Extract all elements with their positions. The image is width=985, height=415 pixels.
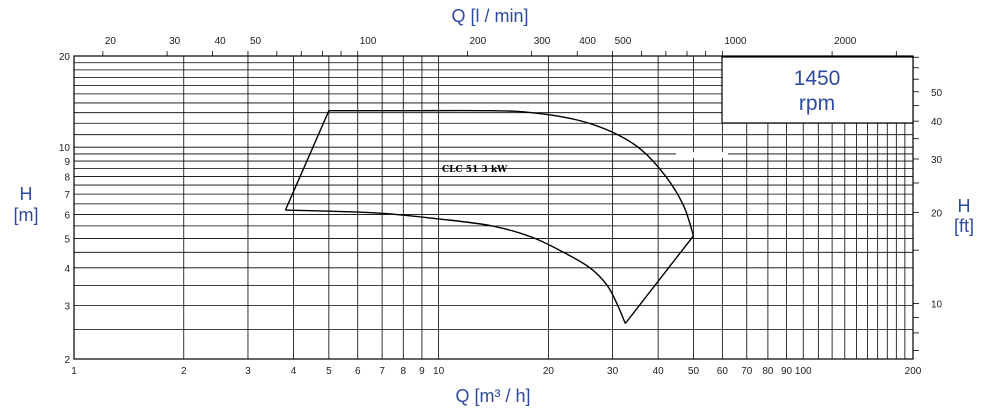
y-left-tick-label: 5 xyxy=(64,234,70,245)
x-bottom-tick-label: 90 xyxy=(781,366,793,377)
plot-frame xyxy=(73,55,914,360)
rpm-value: 1450 xyxy=(794,67,841,90)
performance-curves xyxy=(284,109,695,324)
x-top-tick-label: 300 xyxy=(534,36,551,47)
y-left-tick-label: 10 xyxy=(59,143,71,154)
x-axis-top-title: Q [l / min] xyxy=(451,6,528,26)
tick-labels: 1 2 3 4 5 6 7 8 9 10 20 30 40 50 60 70 80 90 100 2002345678… xyxy=(59,36,943,377)
curve-lower xyxy=(285,209,626,324)
x-top-tick-label: 400 xyxy=(579,36,596,47)
x-top-tick-label: 2000 xyxy=(834,36,857,47)
grid-gap xyxy=(676,152,728,158)
x-bottom-tick-label: 2 xyxy=(181,366,187,377)
y-left-tick-label: 20 xyxy=(59,52,71,63)
y-right-tick-label: 20 xyxy=(931,208,943,219)
y-right-tick-label: 50 xyxy=(931,88,943,99)
x-top-tick-label: 500 xyxy=(615,36,632,47)
rpm-box xyxy=(721,56,914,124)
x-bottom-tick-label: 200 xyxy=(905,366,922,377)
y-axis-right-title-top: H xyxy=(958,196,971,216)
x-top-tick-label: 40 xyxy=(215,36,227,47)
x-top-tick-label: 20 xyxy=(105,36,117,47)
y-left-tick-label: 9 xyxy=(64,157,70,168)
x-axis-bottom-title: Q [m³ / h] xyxy=(455,386,530,406)
x-top-tick-label: 100 xyxy=(360,36,377,47)
y-axis-left-title-top: H xyxy=(20,184,33,204)
x-bottom-tick-label: 9 xyxy=(419,366,425,377)
y-left-tick-label: 6 xyxy=(64,210,70,221)
x-bottom-tick-label: 20 xyxy=(543,366,555,377)
x-bottom-tick-label: 50 xyxy=(688,366,700,377)
x-bottom-tick-label: 100 xyxy=(795,366,812,377)
x-top-tick-label: 50 xyxy=(250,36,262,47)
x-bottom-tick-label: 70 xyxy=(741,366,753,377)
x-bottom-tick-label: 8 xyxy=(401,366,407,377)
curve-left-edge xyxy=(284,110,330,211)
y-left-tick-label: 4 xyxy=(64,264,70,275)
curve-right-edge xyxy=(624,235,695,324)
y-right-tick-label: 10 xyxy=(931,300,943,311)
y-axis-right-title-bottom: [ft] xyxy=(954,216,974,236)
x-bottom-tick-label: 4 xyxy=(291,366,297,377)
curve-label: CLC 51 3 kW xyxy=(442,165,508,175)
x-bottom-tick-label: 7 xyxy=(379,366,385,377)
y-right-tick-label: 30 xyxy=(931,155,943,166)
y-left-tick-label: 8 xyxy=(64,173,70,184)
y-axis-left-title-bottom: [m] xyxy=(14,205,39,225)
y-left-tick-label: 2 xyxy=(64,355,70,366)
x-top-tick-label: 30 xyxy=(169,36,181,47)
y-left-tick-label: 7 xyxy=(64,190,70,201)
x-bottom-tick-label: 60 xyxy=(717,366,729,377)
rpm-unit: rpm xyxy=(799,92,835,115)
x-bottom-tick-label: 80 xyxy=(762,366,774,377)
x-bottom-tick-label: 1 xyxy=(71,366,77,377)
x-top-tick-label: 1000 xyxy=(724,36,747,47)
y-right-tick-label: 40 xyxy=(931,117,943,128)
x-bottom-tick-label: 40 xyxy=(653,366,665,377)
x-bottom-tick-label: 3 xyxy=(245,366,251,377)
y-left-tick-label: 3 xyxy=(64,302,70,313)
x-bottom-tick-label: 5 xyxy=(326,366,332,377)
curve-upper xyxy=(328,109,695,237)
x-bottom-tick-label: 6 xyxy=(355,366,361,377)
x-top-tick-label: 200 xyxy=(469,36,486,47)
x-bottom-tick-label: 10 xyxy=(433,366,445,377)
x-bottom-tick-label: 30 xyxy=(607,366,619,377)
